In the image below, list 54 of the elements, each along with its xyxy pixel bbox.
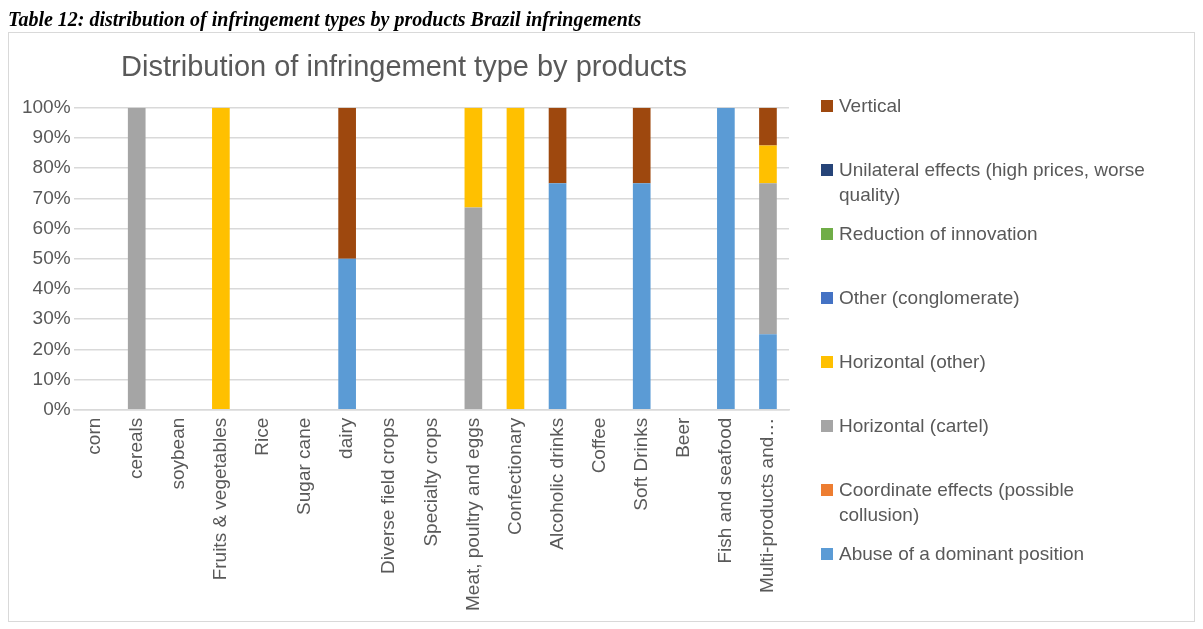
chart-title: Distribution of infringement type by products <box>121 50 687 83</box>
x-tick-label: Fruits & vegetables <box>209 417 231 581</box>
bar <box>464 207 483 409</box>
bar <box>632 183 651 409</box>
x-tick-label: Diverse field crops <box>377 417 399 574</box>
x-tick-label: Multi-products and… <box>756 417 778 594</box>
bar <box>717 107 735 409</box>
caption: Table 12: distribution of infringement types by products Brazil infringements <box>8 8 643 30</box>
x-tick-label: Confectionary <box>503 417 525 535</box>
legend-label: Unilateral effects (high prices, worse quality) <box>839 158 1146 207</box>
x-tick-label: cereals <box>124 417 146 479</box>
x-tick-label: Sugar cane <box>293 417 315 515</box>
y-tick-label: 20% <box>32 337 71 359</box>
bar <box>548 183 567 409</box>
bar <box>338 258 356 409</box>
legend-label: Vertical <box>839 94 903 118</box>
x-tick-label: Rice <box>251 417 273 456</box>
bar <box>759 334 777 409</box>
bar <box>127 107 146 409</box>
x-tick-label: Meat, poultry and eggs <box>461 417 483 612</box>
y-tick-label: 80% <box>32 156 71 178</box>
x-tick-label: corn <box>82 417 104 455</box>
bar <box>548 107 567 184</box>
bar <box>212 107 230 409</box>
y-tick-label: 0% <box>43 397 71 419</box>
x-tick-label: Fish and seafood <box>714 417 736 564</box>
x-tick-label: dairy <box>335 417 357 459</box>
y-tick-label: 30% <box>32 307 71 329</box>
legend-label: Coordinate effects (possible collusion) <box>839 478 1076 527</box>
bar <box>759 183 777 335</box>
legend-label: Other (conglomerate) <box>839 286 1021 310</box>
y-tick-label: 70% <box>32 186 71 208</box>
bar <box>464 107 483 208</box>
legend-label: Abuse of a dominant position <box>839 542 1086 566</box>
x-tick-label: Beer <box>672 417 694 458</box>
x-tick-label: Soft Drinks <box>629 417 651 511</box>
bar <box>632 107 651 184</box>
bar <box>506 107 525 409</box>
x-tick-label: Specialty crops <box>419 417 441 547</box>
bar <box>759 145 777 184</box>
x-tick-label: Alcoholic drinks <box>545 417 567 550</box>
x-tick-label: Coffee <box>587 417 609 474</box>
legend-label: Horizontal (cartel) <box>839 414 990 438</box>
bar <box>338 107 356 259</box>
x-tick-label: soybean <box>167 417 189 490</box>
y-tick-label: 40% <box>32 277 71 299</box>
y-tick-label: 60% <box>32 216 71 238</box>
y-tick-label: 90% <box>32 126 71 148</box>
bar <box>759 107 777 146</box>
legend-label: Reduction of innovation <box>839 222 1039 246</box>
y-tick-label: 50% <box>32 246 71 268</box>
y-tick-label: 10% <box>32 367 71 389</box>
legend-label: Horizontal (other) <box>839 350 987 374</box>
y-tick-label: 100% <box>21 96 71 118</box>
